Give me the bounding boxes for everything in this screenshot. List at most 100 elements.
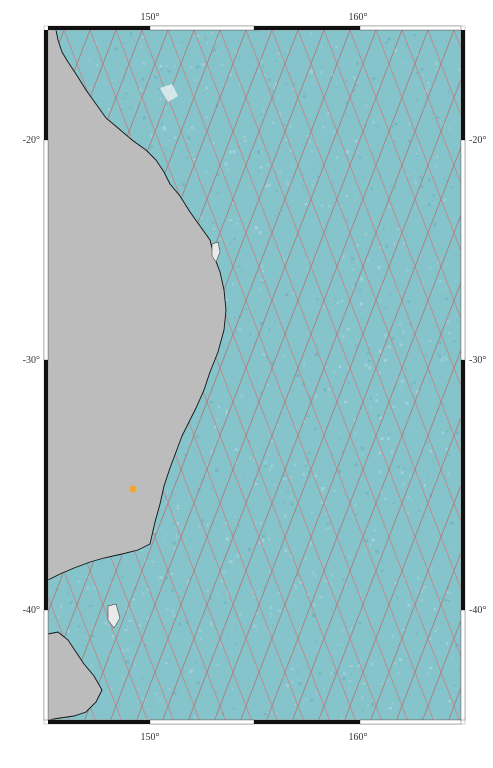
ocean-speckle xyxy=(427,203,431,207)
ocean-speckle xyxy=(448,699,452,702)
ocean-speckle xyxy=(303,461,307,464)
ocean-speckle xyxy=(381,246,384,248)
ocean-speckle xyxy=(402,628,405,632)
ocean-speckle xyxy=(188,73,191,75)
ocean-speckle xyxy=(455,431,459,435)
ocean-speckle xyxy=(400,337,404,339)
ocean-speckle xyxy=(183,588,186,590)
ocean-speckle xyxy=(239,269,242,271)
ocean-speckle xyxy=(354,344,358,347)
ocean-speckle xyxy=(386,340,389,345)
ocean-speckle xyxy=(282,474,285,477)
ocean-speckle xyxy=(378,451,382,455)
ocean-speckle xyxy=(234,460,239,464)
ocean-speckle xyxy=(432,193,435,197)
ocean-speckle xyxy=(437,261,440,264)
ocean-speckle xyxy=(163,132,167,135)
ocean-speckle xyxy=(251,677,252,679)
ocean-speckle xyxy=(154,562,156,566)
ocean-speckle xyxy=(372,120,375,124)
ocean-speckle xyxy=(320,66,324,68)
ocean-speckle xyxy=(446,641,449,645)
ocean-speckle xyxy=(150,145,153,148)
ocean-speckle xyxy=(168,71,170,75)
ocean-speckle xyxy=(121,576,124,579)
ocean-speckle xyxy=(229,560,233,564)
ocean-speckle xyxy=(448,331,451,335)
ocean-speckle xyxy=(446,320,450,323)
ocean-speckle xyxy=(260,393,262,396)
ocean-speckle xyxy=(139,581,142,584)
ocean-speckle xyxy=(391,450,393,454)
ocean-speckle xyxy=(342,288,346,292)
ocean-speckle xyxy=(211,31,214,34)
ocean-speckle xyxy=(339,673,343,675)
ocean-speckle xyxy=(413,380,416,384)
ocean-speckle xyxy=(338,365,341,368)
ocean-speckle xyxy=(348,381,350,384)
ocean-speckle xyxy=(401,62,404,64)
ocean-speckle xyxy=(265,184,269,188)
ocean-speckle xyxy=(402,467,406,469)
ocean-speckle xyxy=(316,298,319,301)
ocean-speckle xyxy=(340,264,342,267)
ocean-speckle xyxy=(285,52,289,54)
ocean-speckle xyxy=(200,124,204,126)
ocean-speckle xyxy=(270,361,275,365)
ocean-speckle xyxy=(201,519,204,523)
ocean-speckle xyxy=(455,234,457,236)
ocean-speckle xyxy=(272,89,274,93)
ocean-speckle xyxy=(300,414,303,416)
ocean-speckle xyxy=(187,136,191,140)
ocean-speckle xyxy=(323,687,325,691)
ocean-speckle xyxy=(377,265,381,269)
ocean-speckle xyxy=(438,157,441,161)
ocean-speckle xyxy=(441,621,444,625)
ocean-speckle xyxy=(416,631,418,635)
ocean-speckle xyxy=(432,199,434,202)
ocean-speckle xyxy=(265,305,269,308)
ocean-speckle xyxy=(370,188,374,190)
track-line-ascending xyxy=(297,30,461,456)
ocean-speckle xyxy=(121,676,124,678)
ocean-speckle xyxy=(427,178,431,182)
ocean-speckle xyxy=(427,86,431,89)
ocean-speckle xyxy=(159,528,162,530)
ocean-speckle xyxy=(396,228,400,230)
ocean-speckle xyxy=(200,478,204,481)
ocean-speckle xyxy=(234,642,238,644)
ocean-speckle xyxy=(328,204,330,208)
ocean-speckle xyxy=(410,686,413,688)
ocean-speckle xyxy=(351,268,354,271)
ocean-speckle xyxy=(144,559,147,562)
ocean-speckle xyxy=(268,537,270,541)
ocean-speckle xyxy=(336,301,340,305)
ocean-speckle xyxy=(160,576,163,579)
ocean-speckle xyxy=(302,473,305,476)
ocean-speckle xyxy=(313,180,315,183)
ocean-speckle xyxy=(406,43,408,47)
ocean-speckle xyxy=(181,516,184,519)
ocean-speckle xyxy=(324,502,328,504)
ocean-speckle xyxy=(308,470,311,474)
ocean-speckle xyxy=(238,267,241,271)
ocean-speckle xyxy=(111,686,113,691)
ocean-speckle xyxy=(306,593,310,596)
ocean-speckle xyxy=(369,397,372,400)
ocean-speckle xyxy=(418,176,421,178)
ocean-speckle xyxy=(268,328,271,331)
ocean-speckle xyxy=(220,694,223,696)
ocean-speckle xyxy=(204,613,206,617)
ocean-speckle xyxy=(187,130,189,132)
ocean-speckle xyxy=(260,281,263,284)
track-line-descending xyxy=(110,30,377,720)
ocean-speckle xyxy=(446,591,450,594)
ocean-speckle xyxy=(122,649,125,652)
ocean-speckle xyxy=(303,95,307,98)
ocean-speckle xyxy=(430,567,433,569)
ocean-speckle xyxy=(173,691,177,695)
ocean-speckle xyxy=(296,670,300,674)
ocean-speckle xyxy=(173,546,175,550)
ocean-speckle xyxy=(450,548,452,551)
ocean-speckle xyxy=(189,69,192,72)
